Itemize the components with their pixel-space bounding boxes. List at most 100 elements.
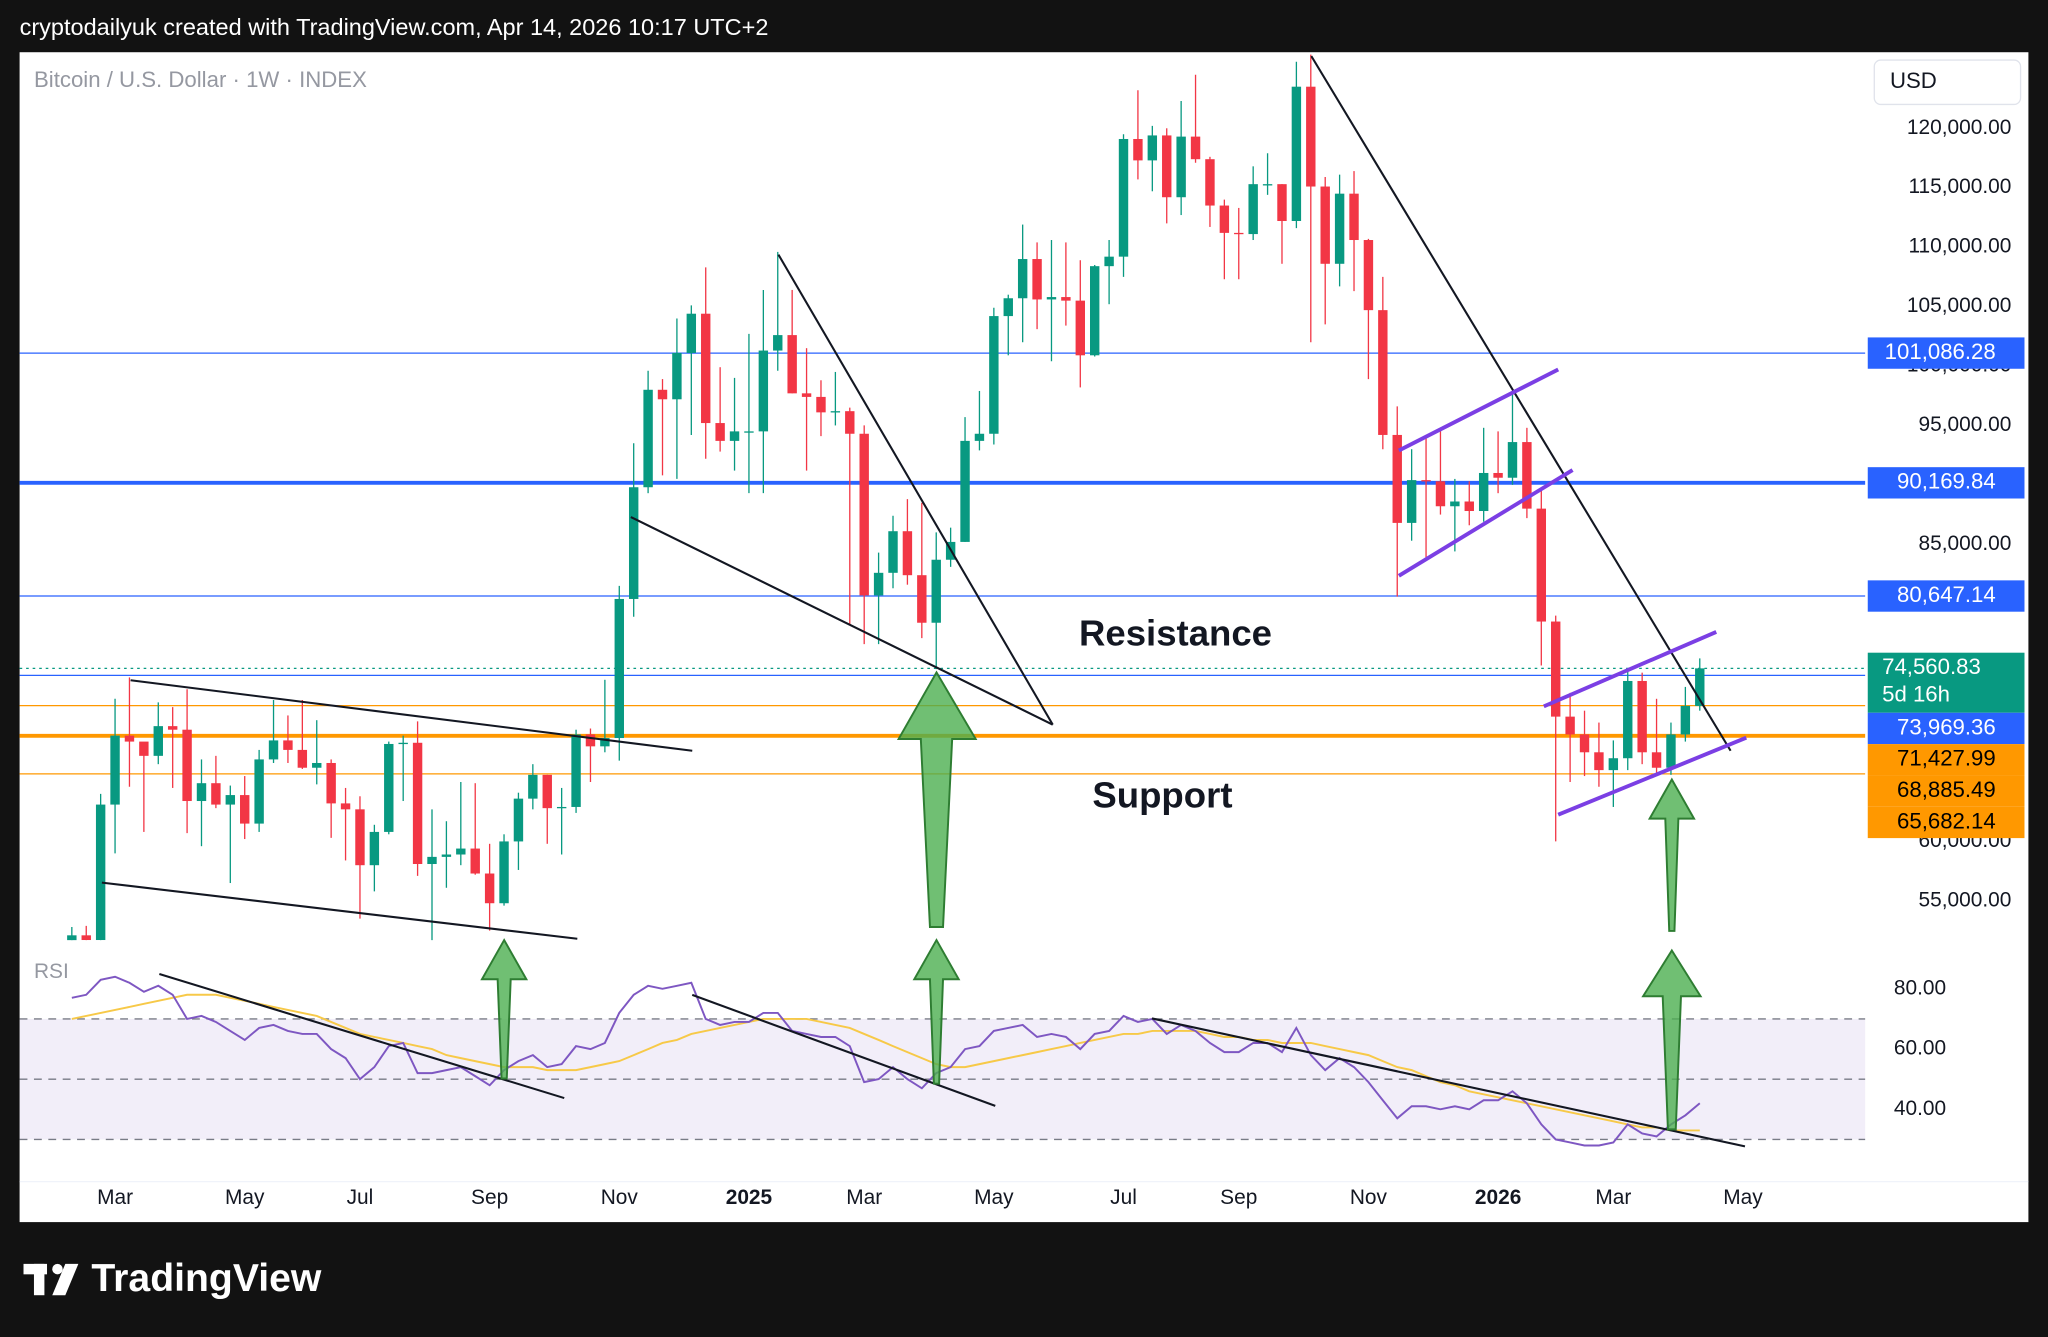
level-label-box (1867, 580, 2025, 612)
candle-body (1666, 734, 1676, 768)
candle-body (758, 350, 769, 432)
candle-body (628, 487, 639, 599)
candle-body (989, 316, 999, 434)
candle-body (1536, 508, 1547, 622)
candle-body (1378, 310, 1388, 435)
candle-body (1579, 734, 1590, 753)
rsi-tick-label: 60.00 (1894, 1037, 1946, 1060)
candle-body (1061, 297, 1071, 301)
candle-body (787, 335, 797, 394)
trendline (101, 881, 578, 940)
candle-body (1104, 256, 1114, 267)
candle-body (1190, 136, 1201, 160)
candle-body (1176, 136, 1186, 198)
level-label: 71,427.99 (1897, 746, 1996, 771)
candle-body (1003, 298, 1013, 317)
candle-body (499, 841, 509, 904)
candle-body (1363, 240, 1374, 311)
candle-body (1089, 266, 1100, 356)
level-label: 80,647.14 (1897, 582, 1996, 607)
candle-body (1234, 232, 1244, 235)
candle-body (67, 935, 77, 941)
y-tick-label: 110,000.00 (1908, 235, 2011, 258)
level-label-box (1867, 744, 2025, 776)
level-label-box (1867, 337, 2025, 369)
candle-body (456, 848, 466, 855)
trendline (777, 254, 1054, 726)
candle-body (355, 809, 365, 866)
candle-body (1608, 758, 1619, 771)
x-tick-label: Sep (1220, 1186, 1257, 1209)
candle-body (240, 795, 250, 824)
candle-body (528, 774, 538, 799)
x-tick-label: 2025 (726, 1186, 773, 1209)
x-tick-label: 2026 (1475, 1186, 1521, 1209)
candle-body (1551, 621, 1561, 717)
candle-body (1291, 86, 1302, 222)
candle-body (600, 738, 610, 747)
candle-body (225, 795, 236, 805)
currency[interactable]: USD (1890, 68, 1937, 93)
rsi-tick-label: 80.00 (1894, 976, 1946, 999)
candle-body (744, 431, 754, 433)
candle-body (1017, 259, 1028, 299)
candle-body (686, 313, 697, 353)
candle-body (614, 598, 624, 739)
candle-body (1623, 680, 1633, 759)
channel-line (1397, 367, 1560, 453)
rsi-title: RSI (34, 960, 69, 983)
candle-body (369, 831, 380, 866)
candle-body (153, 726, 163, 756)
y-tick-label: 85,000.00 (1919, 532, 2012, 555)
candle-body (1205, 159, 1215, 206)
arrow (1647, 777, 1696, 932)
annotation: Resistance (1079, 613, 1272, 654)
candle-body (211, 783, 221, 805)
candle-body (859, 433, 869, 596)
candle-body (1421, 480, 1431, 482)
candle-body (268, 740, 279, 760)
brand: TradingView (91, 1257, 322, 1300)
level-label: 90,169.84 (1897, 469, 1996, 494)
candle-body (1507, 442, 1518, 478)
x-tick-label: Jul (1110, 1186, 1137, 1209)
candle-body (816, 396, 826, 413)
arrow (896, 670, 978, 929)
axes: 55,000.0060,000.0085,000.0095,000.00100,… (97, 116, 2011, 1209)
candle-body (1450, 501, 1460, 507)
candle-body (1522, 442, 1532, 509)
candle-body (398, 742, 408, 745)
level-label-box (1867, 467, 2025, 499)
attribution: cryptodailyuk created with TradingView.c… (20, 14, 769, 40)
candle-body (931, 559, 941, 623)
candle-body (1262, 184, 1273, 186)
candle-body (1493, 472, 1503, 478)
currency-button[interactable] (1873, 59, 2022, 106)
y-tick-label: 105,000.00 (1907, 294, 2012, 317)
candle-body (95, 804, 106, 941)
candle-body (484, 873, 495, 904)
symbol-title: Bitcoin / U.S. Dollar · 1W · INDEX (34, 67, 367, 92)
candle-body (643, 389, 653, 488)
candle-body (542, 774, 552, 809)
level-label: 68,885.49 (1897, 777, 1996, 802)
channel-line (1557, 735, 1748, 817)
x-tick-label: May (225, 1186, 265, 1209)
candle-body (124, 735, 135, 742)
arrow (912, 938, 961, 1085)
countdown: 5d 16h (1882, 682, 1950, 707)
candle-body (701, 313, 711, 424)
candle-body (1133, 138, 1143, 161)
candle-body (297, 749, 308, 768)
candle-body (254, 759, 264, 824)
trendline (630, 516, 1054, 726)
rsi-pane: RSI (19, 960, 1866, 1147)
candle-body (81, 935, 91, 941)
x-tick-label: Jul (347, 1186, 374, 1209)
y-tick-label: 55,000.00 (1919, 888, 2012, 911)
x-tick-label: Mar (1595, 1186, 1631, 1209)
candle-body (139, 741, 149, 756)
candle-body (657, 389, 668, 400)
candle-body (556, 806, 567, 809)
candle-body (1277, 184, 1287, 222)
